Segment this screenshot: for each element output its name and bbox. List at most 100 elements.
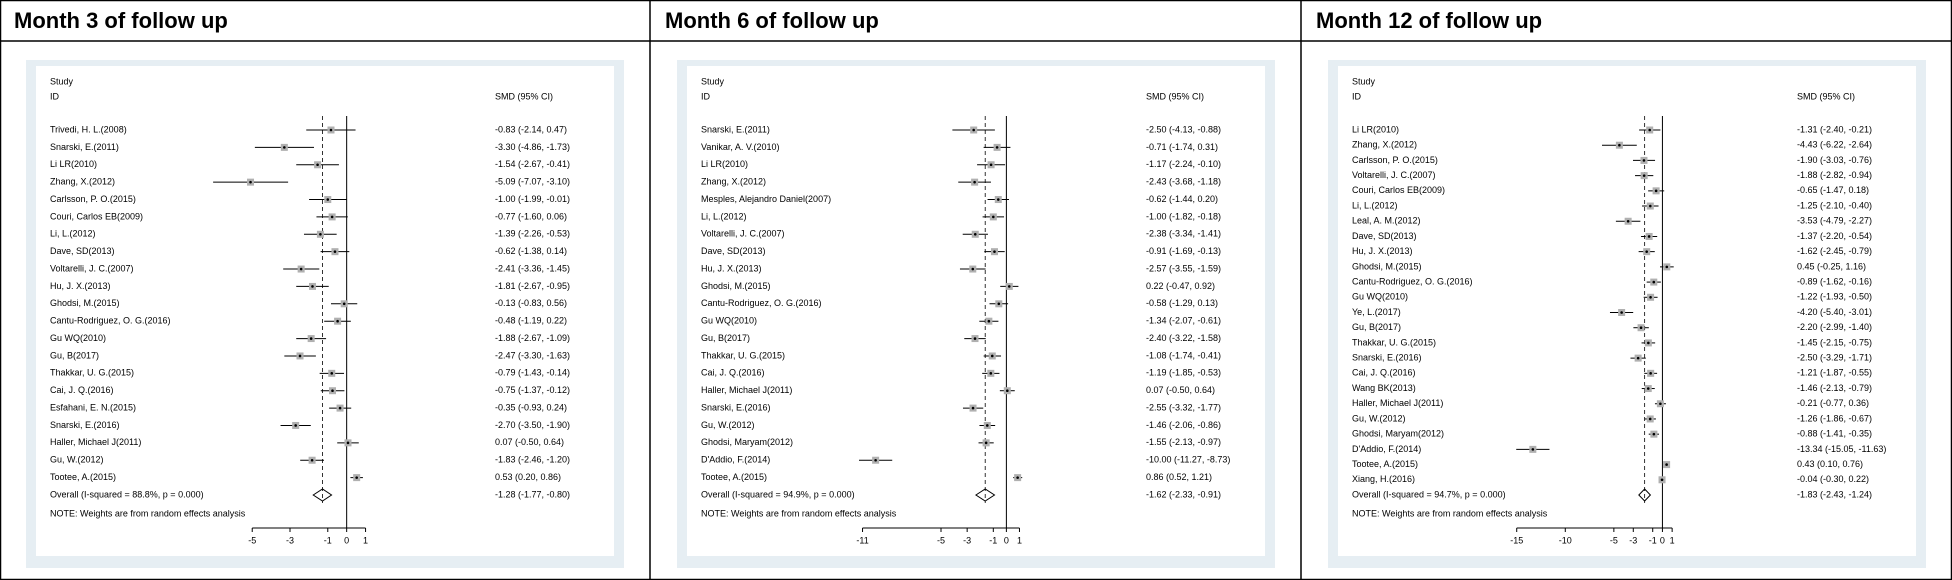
study-name: Hu, J. X.(2013) xyxy=(701,263,762,273)
effect-label: -2.50 (-3.29, -1.71) xyxy=(1797,353,1872,363)
study-name: Gu, W.(2012) xyxy=(1352,413,1406,423)
effect-label: -0.75 (-1.37, -0.12) xyxy=(495,385,570,395)
point-estimate xyxy=(1659,402,1662,406)
effect-label: -2.50 (-4.13, -0.88) xyxy=(1146,124,1221,134)
study-name: Leal, A. M.(2012) xyxy=(1352,216,1421,226)
study-name: Haller, Michael J(2011) xyxy=(1352,398,1443,408)
effect-label: -1.55 (-2.13, -0.97) xyxy=(1146,437,1221,447)
study-name: Carlsson, P. O.(2015) xyxy=(50,194,136,204)
study-name: Cai, J. Q.(2016) xyxy=(50,385,114,395)
effect-label: -10.00 (-11.27, -8.73) xyxy=(1146,455,1230,465)
effect-label: -2.47 (-3.30, -1.63) xyxy=(495,350,570,360)
effect-label: -0.62 (-1.38, 0.14) xyxy=(495,246,567,256)
effect-label: 0.22 (-0.47, 0.92) xyxy=(1146,281,1215,291)
point-estimate xyxy=(319,232,322,236)
study-name: Cantu-Rodriguez, O. G.(2016) xyxy=(701,298,822,308)
point-estimate xyxy=(309,337,313,340)
point-estimate xyxy=(971,267,975,271)
study-name: Cantu-Rodriguez, O. G.(2016) xyxy=(1352,276,1473,286)
effect-label: -1.19 (-1.85, -0.53) xyxy=(1146,368,1221,378)
effect-label: 0.53 (0.20, 0.86) xyxy=(495,472,561,482)
point-estimate xyxy=(249,180,252,184)
study-name: Ghodsi, Maryam(2012) xyxy=(701,437,793,447)
effect-label: -2.20 (-2.99, -1.40) xyxy=(1797,322,1872,332)
study-name: Ghodsi, M.(2015) xyxy=(1352,261,1422,271)
point-estimate xyxy=(311,285,314,288)
study-name: D'Addio, F.(2014) xyxy=(701,455,770,465)
point-estimate xyxy=(294,424,297,427)
effect-label: -2.38 (-3.34, -1.41) xyxy=(1146,229,1221,239)
study-name: Dave, SD(2013) xyxy=(1352,231,1417,241)
effect-label: -1.17 (-2.24, -0.10) xyxy=(1146,159,1221,169)
study-name: Wang BK(2013) xyxy=(1352,383,1416,393)
point-estimate xyxy=(1007,285,1011,288)
effect-header: SMD (95% CI) xyxy=(495,91,553,101)
study-name: Snarski, E.(2011) xyxy=(701,124,770,134)
effect-label: -0.21 (-0.77, 0.36) xyxy=(1797,398,1869,408)
effect-label: -1.39 (-2.26, -0.53) xyxy=(495,229,570,239)
effect-label: -4.20 (-5.40, -3.01) xyxy=(1797,307,1872,317)
effect-label: -4.43 (-6.22, -2.64) xyxy=(1797,140,1872,150)
point-estimate xyxy=(993,250,996,253)
point-estimate xyxy=(326,198,330,201)
x-tick-label: 0 xyxy=(1660,535,1665,545)
id-header: ID xyxy=(1352,91,1362,101)
study-name: Gu, B(2017) xyxy=(1352,322,1401,332)
effect-label: -0.48 (-1.19, 0.22) xyxy=(495,316,567,326)
point-estimate xyxy=(1652,432,1656,436)
x-tick-label: 0 xyxy=(1004,535,1009,545)
effect-label: -0.83 (-2.14, 0.47) xyxy=(495,124,567,134)
point-estimate xyxy=(1660,478,1664,482)
study-name: Gu WQ(2010) xyxy=(701,316,757,326)
study-name: Li LR(2010) xyxy=(701,159,748,169)
id-header: ID xyxy=(701,91,711,101)
effect-label: -0.91 (-1.69, -0.13) xyxy=(1146,246,1221,256)
point-estimate xyxy=(1647,341,1650,345)
overall-effect-label: -1.83 (-2.43, -1.24) xyxy=(1797,489,1872,499)
point-estimate xyxy=(1665,265,1669,269)
study-name: Snarski, E.(2016) xyxy=(701,402,771,412)
effect-label: -0.13 (-0.83, 0.56) xyxy=(495,298,567,308)
effect-label: -13.34 (-15.05, -11.63) xyxy=(1797,444,1886,454)
x-tick-label: 1 xyxy=(1670,535,1675,545)
point-estimate xyxy=(1647,235,1651,238)
overall-effect-label: -1.28 (-1.77, -0.80) xyxy=(495,489,570,499)
effect-label: -0.62 (-1.44, 0.20) xyxy=(1146,194,1218,204)
effect-label: -1.83 (-2.46, -1.20) xyxy=(495,455,570,465)
x-tick-label: -1 xyxy=(989,535,997,545)
study-name: Haller, Michael J(2011) xyxy=(50,437,141,447)
point-estimate xyxy=(333,250,337,253)
effect-label: -1.88 (-2.67, -1.09) xyxy=(495,333,570,343)
overall-diamond xyxy=(974,488,996,502)
effect-label: -1.34 (-2.07, -0.61) xyxy=(1146,316,1221,326)
x-tick-label: -1 xyxy=(324,535,332,545)
study-name: Li LR(2010) xyxy=(1352,124,1399,134)
study-name: Vanikar, A. V.(2010) xyxy=(701,142,780,152)
effect-label: -0.35 (-0.93, 0.24) xyxy=(495,402,567,412)
study-header: Study xyxy=(701,76,725,86)
x-tick-label: -11 xyxy=(856,535,868,545)
point-estimate xyxy=(990,354,994,358)
effect-label: -3.30 (-4.86, -1.73) xyxy=(495,142,570,152)
effect-label: -0.65 (-1.47, 0.18) xyxy=(1797,185,1869,195)
effect-label: 0.43 (0.10, 0.76) xyxy=(1797,459,1863,469)
effect-label: -1.25 (-2.10, -0.40) xyxy=(1797,200,1872,210)
effect-label: -0.71 (-1.74, 0.31) xyxy=(1146,142,1218,152)
plot-region xyxy=(1338,66,1916,556)
point-estimate xyxy=(1618,143,1621,147)
point-estimate xyxy=(1646,387,1650,390)
study-name: Tootee, A.(2015) xyxy=(50,472,116,482)
note: NOTE: Weights are from random effects an… xyxy=(701,508,897,518)
effect-label: -2.57 (-3.55, -1.59) xyxy=(1146,263,1221,273)
point-estimate xyxy=(336,319,339,323)
point-estimate xyxy=(338,406,342,410)
study-name: Cai, J. Q.(2016) xyxy=(1352,368,1416,378)
effect-label: -1.37 (-2.20, -0.54) xyxy=(1797,231,1872,241)
study-name: Ghodsi, Maryam(2012) xyxy=(1352,429,1444,439)
x-tick-label: -3 xyxy=(963,535,971,545)
study-name: Tootee, A.(2015) xyxy=(1352,459,1418,469)
effect-label: 0.86 (0.52, 1.21) xyxy=(1146,472,1212,482)
point-estimate xyxy=(1649,295,1652,299)
point-estimate xyxy=(1531,448,1535,451)
point-estimate xyxy=(971,406,975,410)
